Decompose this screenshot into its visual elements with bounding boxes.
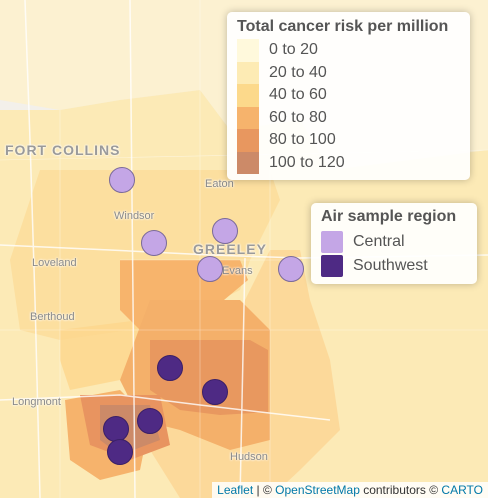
place-fort-collins: FORT COLLINS [5,142,121,158]
map-attribution: Leaflet | © OpenStreetMap contributors ©… [212,482,488,498]
legend-label: 100 to 120 [269,153,345,171]
legend-swatch [237,151,259,174]
sample-legend-title: Air sample region [321,208,457,225]
attribution-text: contributors © [359,483,442,497]
sample-marker-southwest[interactable] [137,408,163,434]
leaflet-link[interactable]: Leaflet [217,483,254,497]
sample-marker-southwest[interactable] [157,355,183,381]
legend-swatch [237,84,259,107]
place-greeley: GREELEY [193,241,267,257]
legend-label: 0 to 20 [269,41,318,59]
place-hudson: Hudson [230,451,268,463]
legend-item: 100 to 120 [237,151,460,174]
risk-legend: Total cancer risk per million 0 to 20 20… [227,12,470,180]
legend-swatch [237,106,259,129]
place-windsor: Windsor [114,210,155,222]
risk-legend-title: Total cancer risk per million [237,18,449,35]
attribution-sep: | © [253,483,276,497]
sample-marker-central[interactable] [109,167,135,193]
sample-marker-central[interactable] [197,256,223,282]
carto-link[interactable]: CARTO [441,483,483,497]
place-longmont: Longmont [12,396,61,408]
legend-swatch [237,129,259,152]
place-eaton: Eaton [205,178,234,190]
sample-marker-central[interactable] [278,256,304,282]
legend-swatch [321,255,343,277]
sample-marker-southwest[interactable] [107,439,133,465]
place-evans: Evans [222,265,253,277]
osm-link[interactable]: OpenStreetMap [275,483,360,497]
legend-item: 80 to 100 [237,129,460,152]
sample-marker-southwest[interactable] [202,379,228,405]
legend-label: Central [353,233,405,250]
legend-item: Central [321,230,467,254]
legend-swatch [321,231,343,253]
legend-label: 80 to 100 [269,131,336,149]
sample-marker-central[interactable] [141,230,167,256]
sample-legend: Air sample region Central Southwest [311,203,477,284]
legend-swatch [237,39,259,62]
legend-label: Southwest [353,257,428,274]
legend-item: 0 to 20 [237,39,460,62]
legend-item: 60 to 80 [237,106,460,129]
place-loveland: Loveland [32,257,77,269]
legend-swatch [237,61,259,84]
legend-label: 60 to 80 [269,108,327,126]
sample-marker-southwest[interactable] [103,416,129,442]
legend-item: Southwest [321,254,467,278]
place-berthoud: Berthoud [30,311,75,323]
legend-item: 20 to 40 [237,61,460,84]
legend-label: 40 to 60 [269,86,327,104]
sample-marker-central[interactable] [212,218,238,244]
legend-item: 40 to 60 [237,84,460,107]
legend-label: 20 to 40 [269,63,327,81]
